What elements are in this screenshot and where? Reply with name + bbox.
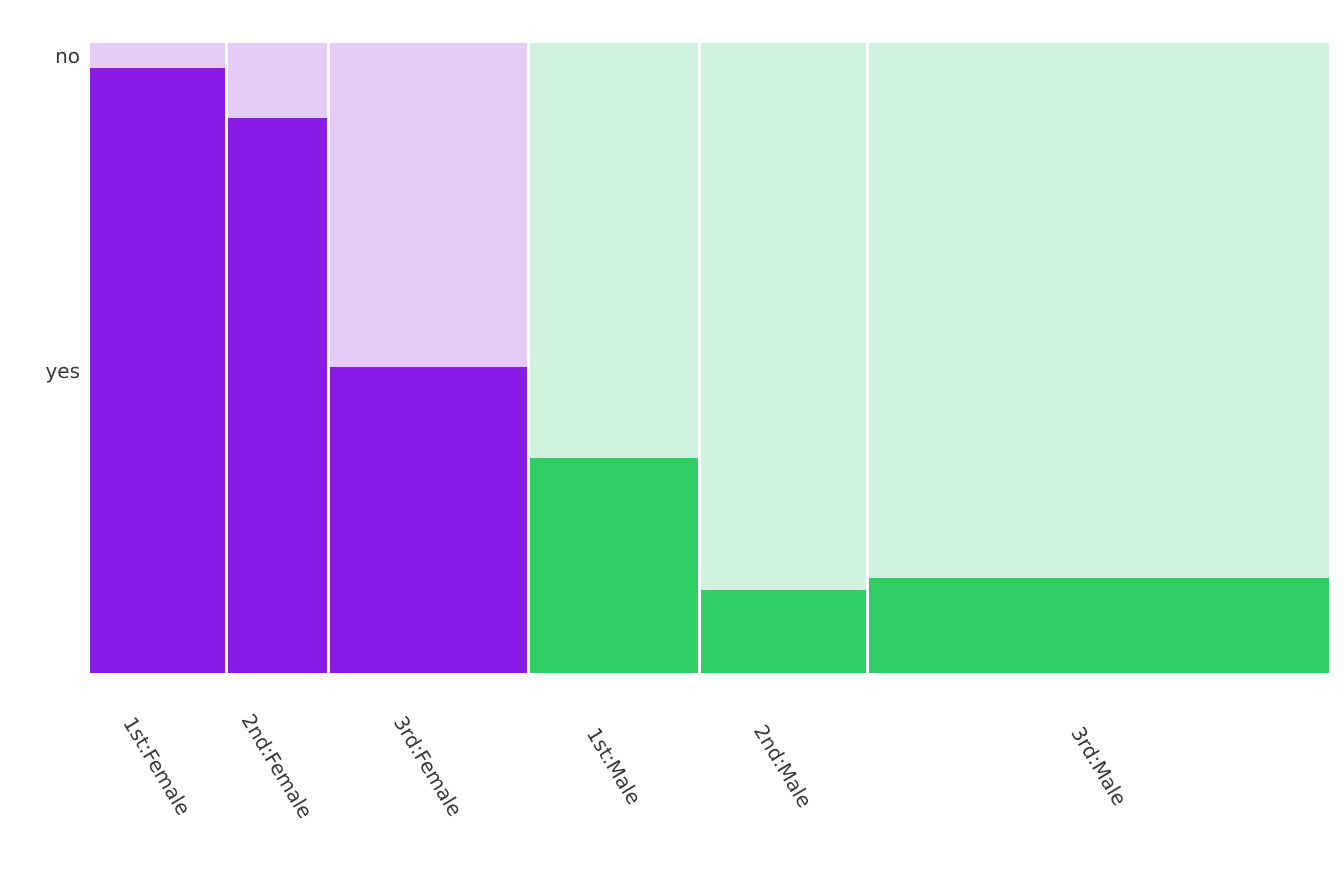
y-tick-label-yes: yes	[45, 358, 80, 383]
segment-2nd:Female-yes	[227, 117, 327, 673]
segment-3rd:Female-no	[329, 43, 527, 367]
mosaic-column-2nd:Male	[700, 43, 866, 673]
segment-1st:Male-no	[529, 43, 698, 459]
x-tick-label-1st:Female: 1st:Female	[118, 712, 196, 820]
segment-1st:Female-yes	[90, 68, 225, 673]
y-tick-label-no: no	[55, 43, 80, 68]
mosaic-column-1st:Male	[529, 43, 698, 673]
segment-1st:Female-no	[90, 43, 225, 69]
x-tick-label-1st:Male: 1st:Male	[581, 723, 646, 809]
segment-2nd:Male-no	[700, 43, 866, 590]
segment-3rd:Male-no	[868, 43, 1329, 578]
segment-1st:Male-yes	[529, 458, 698, 673]
mosaic-column-3rd:Male	[868, 43, 1329, 673]
plot-area	[90, 43, 1329, 673]
segment-2nd:Female-no	[227, 43, 327, 118]
mosaic-column-2nd:Female	[227, 43, 327, 673]
segment-3rd:Female-yes	[329, 366, 527, 673]
segment-3rd:Male-yes	[868, 577, 1329, 673]
x-tick-label-2nd:Female: 2nd:Female	[236, 709, 318, 823]
segment-2nd:Male-yes	[700, 589, 866, 673]
x-tick-label-2nd:Male: 2nd:Male	[749, 720, 818, 812]
x-tick-label-3rd:Male: 3rd:Male	[1066, 722, 1132, 810]
x-tick-label-3rd:Female: 3rd:Female	[389, 711, 468, 821]
mosaic-column-1st:Female	[90, 43, 225, 673]
mosaic-column-3rd:Female	[329, 43, 527, 673]
